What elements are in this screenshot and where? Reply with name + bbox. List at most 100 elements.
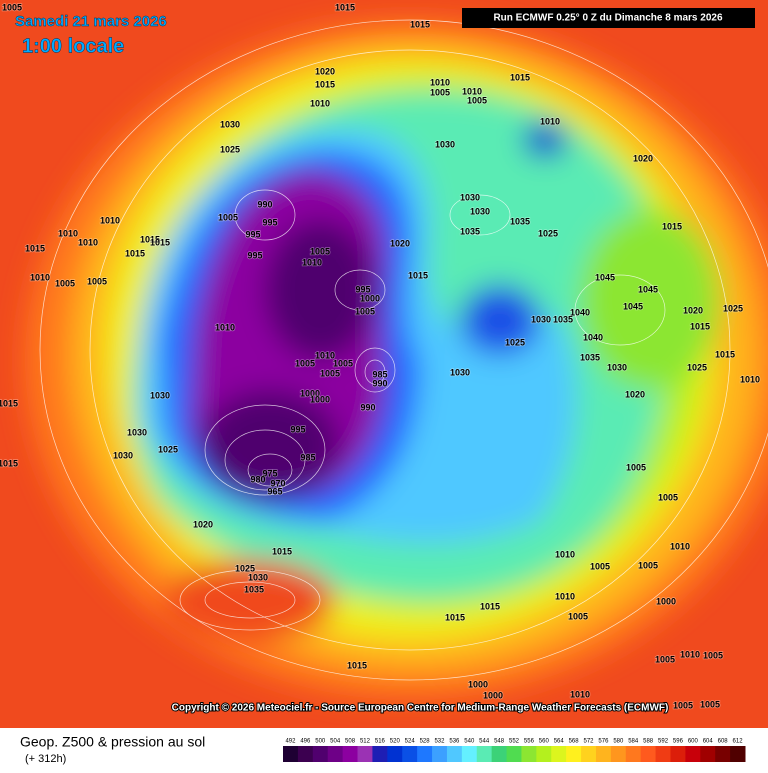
run-info: Run ECMWF 0.25° 0 Z du Dimanche 8 mars 2… [493, 13, 723, 24]
scale-swatch [312, 746, 329, 762]
isobar-label: 980 [250, 474, 265, 484]
isobar-label: 1005 [638, 560, 658, 570]
isobar-label: 1005 [658, 492, 678, 502]
isobar-label: 1035 [580, 352, 600, 362]
isobar-label: 1010 [310, 98, 330, 108]
run-box [462, 8, 755, 28]
isobar-label: 965 [267, 486, 282, 496]
scale-swatch [476, 746, 493, 762]
isobar-label: 1020 [633, 153, 653, 163]
isobar-label: 1005 [2, 2, 22, 12]
scale-label: 580 [613, 739, 624, 745]
isobar-label: 1015 [272, 546, 292, 556]
scale-label: 592 [658, 739, 669, 745]
isobar-label: 1010 [462, 86, 482, 96]
isobar-label: 1010 [215, 322, 235, 332]
scale-label: 600 [688, 739, 699, 745]
isobar-label: 1020 [315, 66, 335, 76]
local-time: 1:00 locale [22, 35, 124, 57]
isobar-label: 995 [247, 250, 262, 260]
copyright: Copyright © 2026 Meteociel.fr - Source E… [172, 703, 669, 714]
scale-swatch [730, 746, 746, 762]
isobar-label: 1005 [626, 462, 646, 472]
legend-subtitle: (+ 312h) [25, 753, 66, 765]
isobar-label: 995 [290, 424, 305, 434]
isobar-label: 1035 [510, 216, 530, 226]
isobar-label: 1005 [295, 358, 315, 368]
isobar-label: 1040 [570, 307, 590, 317]
isobar-label: 1010 [670, 541, 690, 551]
scale-label: 548 [494, 739, 505, 745]
isobar-label: 1000 [310, 394, 330, 404]
scale-label: 528 [420, 739, 431, 745]
scale-swatch [297, 746, 314, 762]
scale-swatch [700, 746, 716, 762]
scale-swatch [536, 746, 552, 762]
scale-label: 524 [405, 739, 416, 745]
isobar-label: 1045 [595, 272, 615, 282]
scale-label: 556 [524, 739, 535, 745]
scale-label: 544 [479, 739, 490, 745]
isobar-label: 990 [360, 402, 375, 412]
isobar-label: 1030 [127, 427, 147, 437]
isobar-label: 1030 [470, 206, 490, 216]
isobar-label: 990 [257, 199, 272, 209]
isobar-label: 985 [372, 369, 387, 379]
isobar-label: 1010 [58, 228, 78, 238]
scale-swatch [610, 746, 627, 762]
isobar-label: 1000 [468, 679, 488, 689]
isobar-label: 990 [372, 378, 387, 388]
scale-label: 604 [703, 739, 714, 745]
isobar-label: 1010 [555, 591, 575, 601]
scale-swatch [372, 746, 388, 762]
isobar-label: 1005 [320, 368, 340, 378]
isobar-label: 1020 [683, 305, 703, 315]
scale-label: 508 [345, 739, 356, 745]
scale-swatch [670, 746, 686, 762]
legend-title: Geop. Z500 & pression au sol [20, 734, 205, 750]
scale-swatch [506, 746, 522, 762]
scale-label: 564 [554, 739, 565, 745]
scale-label: 584 [628, 739, 639, 745]
isobar-label: 1010 [100, 215, 120, 225]
isobar-label: 1010 [740, 374, 760, 384]
isobar-label: 1005 [568, 611, 588, 621]
isobar-label: 1025 [687, 362, 707, 372]
scale-label: 540 [464, 739, 475, 745]
isobar-label: 1030 [435, 139, 455, 149]
scale-label: 596 [673, 739, 684, 745]
isobar-label: 1045 [623, 301, 643, 311]
scale-label: 560 [539, 739, 550, 745]
isobar-label: 1015 [445, 612, 465, 622]
scale-swatch [566, 746, 582, 762]
scale-swatch [432, 746, 448, 762]
isobar-label: 1040 [583, 332, 603, 342]
scale-label: 512 [360, 739, 371, 745]
scale-swatch [491, 746, 508, 762]
isobar-label: 1005 [218, 212, 238, 222]
scale-swatch [625, 746, 642, 762]
isobar-label: 1015 [125, 248, 145, 258]
scale-swatch [685, 746, 701, 762]
scale-swatch [521, 746, 537, 762]
scale-swatch [357, 746, 373, 762]
scale-label: 568 [569, 739, 580, 745]
isobar-label: 1015 [408, 270, 428, 280]
scale-label: 608 [718, 739, 729, 745]
isobar-label: 1020 [390, 238, 410, 248]
scale-label: 532 [434, 739, 445, 745]
scale-swatch [327, 746, 344, 762]
isobar-label: 1015 [480, 601, 500, 611]
isobar-label: 1015 [410, 19, 430, 29]
scale-swatch [446, 746, 463, 762]
isobar-label: 1015 [25, 243, 45, 253]
scale-label: 520 [390, 739, 401, 745]
isobar-label: 1010 [315, 350, 335, 360]
isobar-label: 995 [245, 229, 260, 239]
isobar-label: 1005 [467, 95, 487, 105]
scale-swatch [551, 746, 567, 762]
isobar-label: 970 [270, 478, 285, 488]
isobar-label: 1010 [30, 272, 50, 282]
